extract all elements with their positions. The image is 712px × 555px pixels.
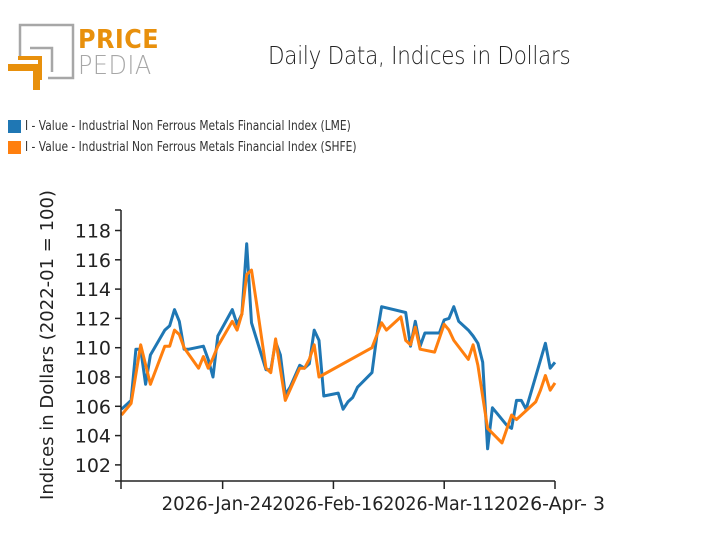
y-tick-label: 102 — [75, 455, 111, 477]
series-line-shfe — [120, 268, 557, 445]
chart-title: Daily Data, Indices in Dollars — [268, 41, 571, 70]
y-axis: 102 104 106 108 110 112 114 116 118 — [75, 209, 122, 481]
pricepedia-logo: PRICE PEDIA — [0, 0, 170, 95]
legend-swatch-lme — [8, 119, 21, 133]
y-tick-label: 116 — [75, 250, 111, 272]
y-axis-title: Indices in Dollars (2022-01 = 100) — [37, 190, 58, 500]
legend-item-lme[interactable]: I - Value - Industrial Non Ferrous Metal… — [8, 118, 422, 134]
logo-text-pedia: PEDIA — [78, 51, 152, 81]
series-line-lme — [120, 242, 557, 451]
y-tick-label: 110 — [75, 338, 111, 360]
y-tick-label: 112 — [75, 308, 111, 330]
x-tick-label: 2026-Jan-24 — [162, 493, 273, 515]
x-tick-label: 2026-Feb-16 — [272, 493, 383, 515]
logo-text-price: PRICE — [78, 25, 160, 55]
x-tick-label: 2026-Mar-11 — [383, 493, 494, 515]
y-tick-label: 106 — [75, 396, 111, 418]
logo-orange-corner-inner — [18, 56, 42, 80]
legend-label-lme: I - Value - Industrial Non Ferrous Metal… — [25, 118, 351, 134]
logo-orange-corner-outer — [8, 64, 40, 90]
y-tick-label: 108 — [75, 367, 111, 389]
legend-item-shfe[interactable]: I - Value - Industrial Non Ferrous Metal… — [8, 139, 429, 155]
x-axis: 2026-Jan-24 2026-Feb-16 2026-Mar-11 2026-Ap… — [115, 480, 605, 515]
logo-gray-corner — [30, 46, 54, 72]
legend-label-shfe: I - Value - Industrial Non Ferrous Metal… — [25, 139, 357, 155]
plot-area — [120, 242, 557, 451]
logo-gray-frame — [18, 23, 75, 80]
x-tick-label: 2026-Apr- 3 — [494, 493, 605, 515]
y-tick-label: 104 — [75, 426, 111, 448]
y-tick-label: 118 — [75, 221, 111, 243]
legend-swatch-shfe — [8, 140, 21, 154]
logo-mark-icon — [8, 23, 75, 90]
y-tick-label: 114 — [75, 279, 111, 301]
